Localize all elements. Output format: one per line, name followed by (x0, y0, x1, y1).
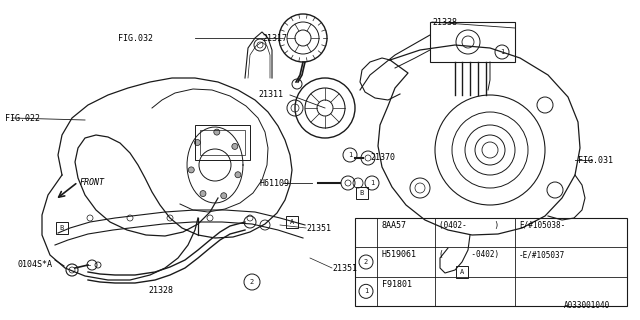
Text: 1: 1 (364, 288, 368, 294)
Text: 21338: 21338 (432, 18, 457, 27)
Text: A: A (290, 219, 294, 225)
Text: 2: 2 (250, 279, 254, 285)
Bar (355, 218, 627, 306)
Text: 21328: 21328 (148, 286, 173, 295)
Text: 1: 1 (348, 152, 352, 158)
Text: 21311: 21311 (258, 90, 283, 99)
Text: 1: 1 (370, 180, 374, 186)
Circle shape (235, 172, 241, 178)
Circle shape (232, 143, 238, 149)
Text: 8AA57: 8AA57 (382, 221, 407, 230)
Text: FIG.031: FIG.031 (578, 156, 613, 165)
Circle shape (214, 129, 220, 135)
Bar (200, 130, 245, 155)
Text: 0104S*A: 0104S*A (18, 260, 53, 269)
Text: F91801: F91801 (382, 280, 412, 289)
Text: 21317: 21317 (262, 34, 287, 43)
Text: 2: 2 (364, 259, 368, 265)
Circle shape (188, 167, 195, 173)
Circle shape (221, 193, 227, 199)
Text: FIG.032: FIG.032 (118, 34, 153, 43)
Text: H519061: H519061 (382, 250, 417, 259)
Bar (286, 216, 298, 228)
Bar (430, 22, 515, 62)
Text: -E/#105037: -E/#105037 (519, 250, 565, 259)
Text: 1: 1 (500, 49, 504, 55)
Text: 21351: 21351 (332, 264, 357, 273)
Text: B: B (360, 190, 364, 196)
Bar (356, 187, 368, 199)
Text: A033001040: A033001040 (564, 301, 610, 310)
Circle shape (195, 140, 200, 146)
Bar (56, 222, 68, 234)
Text: (      -0402): ( -0402) (439, 250, 499, 259)
Text: E/#105038-: E/#105038- (519, 221, 565, 230)
Text: 21351: 21351 (306, 224, 331, 233)
Text: FRONT: FRONT (80, 178, 105, 187)
Bar (195, 125, 250, 160)
Bar (456, 266, 468, 278)
Text: A: A (460, 269, 464, 275)
Text: B: B (60, 225, 64, 231)
Text: 21370: 21370 (370, 154, 395, 163)
Text: FIG.022: FIG.022 (5, 114, 40, 123)
Text: H61109: H61109 (260, 179, 290, 188)
Circle shape (200, 191, 206, 196)
Text: (0402-      ): (0402- ) (439, 221, 499, 230)
